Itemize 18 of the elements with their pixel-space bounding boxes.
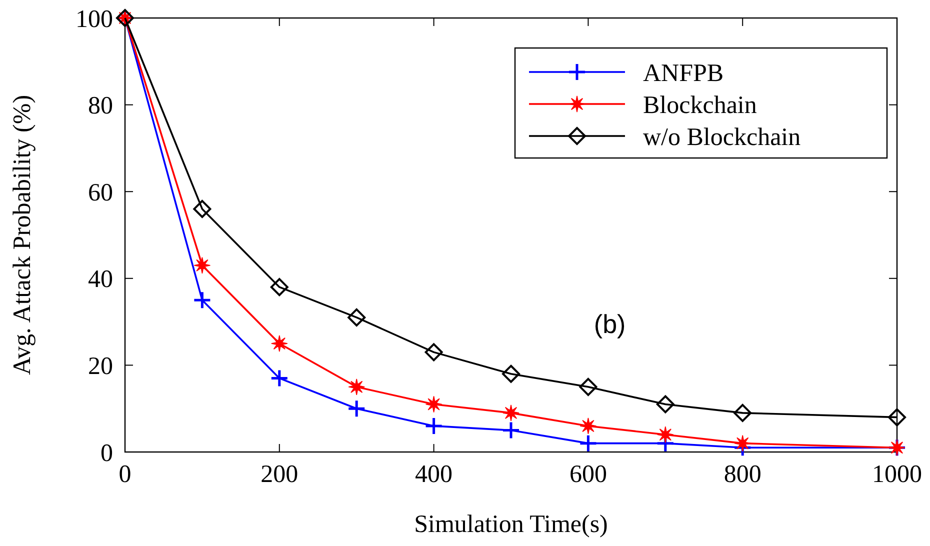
x-tick-label: 1000: [872, 461, 922, 488]
x-tick-label: 0: [118, 461, 132, 488]
y-tick-label: 80: [88, 92, 113, 120]
x-tick-label: 200: [260, 461, 298, 488]
x-tick-label: 400: [415, 461, 453, 488]
x-tick-label: 800: [724, 461, 762, 488]
legend-label: Blockchain: [643, 92, 758, 119]
annotation: (b): [594, 309, 626, 340]
y-tick-label: 0: [100, 440, 113, 467]
legend-label: ANFPB: [643, 60, 724, 87]
x-axis-title: Simulation Time(s): [414, 511, 608, 538]
y-tick-label: 100: [76, 6, 113, 33]
y-axis-title: Avg. Attack Probability (%): [9, 94, 36, 376]
x-tick-label: 600: [569, 461, 607, 488]
y-tick-label: 20: [88, 352, 113, 380]
y-tick-label: 40: [88, 266, 113, 294]
y-tick-label: 60: [88, 179, 113, 206]
legend-label: w/o Blockchain: [643, 124, 802, 151]
